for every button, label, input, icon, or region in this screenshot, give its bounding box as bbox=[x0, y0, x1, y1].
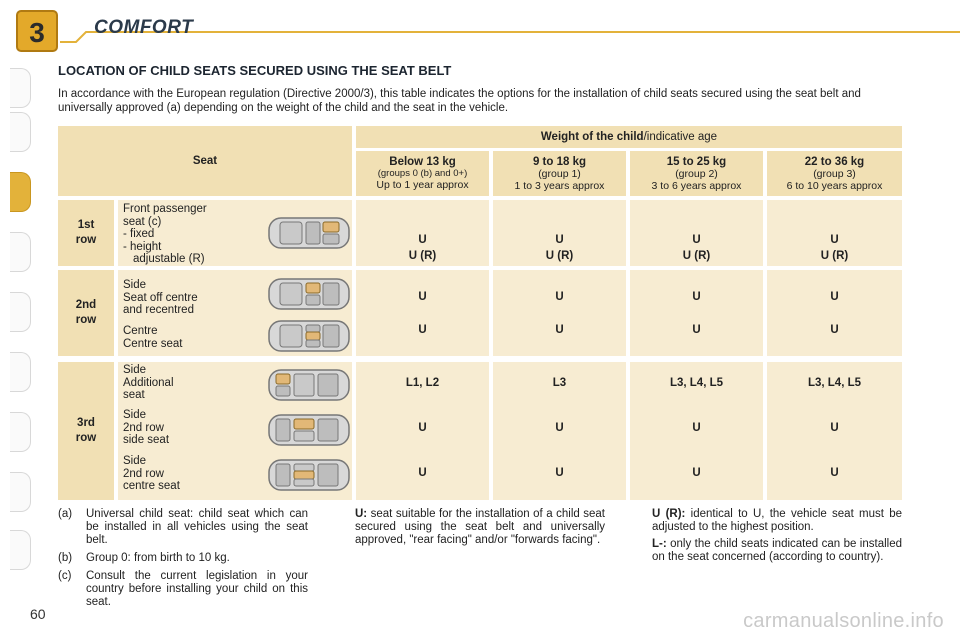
value-cell bbox=[630, 270, 763, 356]
value-cell bbox=[767, 362, 902, 500]
weight-header-rest: /indicative age bbox=[643, 131, 718, 143]
cell-value: L3 bbox=[552, 377, 567, 389]
cell-value: U bbox=[692, 467, 701, 479]
cell-value: U bbox=[555, 467, 564, 479]
page-number: 60 bbox=[30, 606, 46, 622]
footnote-u-r: U (R): identical to U, the vehicle seat … bbox=[652, 508, 903, 533]
footnotes-right: U (R): identical to U, the vehicle seat … bbox=[652, 508, 902, 568]
header-bar bbox=[60, 31, 960, 43]
cell-value: U U (R) bbox=[682, 234, 711, 262]
seat-header: Seat bbox=[58, 126, 352, 196]
weight-header: Weight of the child/indicative age bbox=[356, 126, 902, 148]
car-seat-diagram-icon bbox=[268, 369, 350, 401]
value-cell bbox=[767, 200, 902, 266]
value-cell bbox=[356, 200, 489, 266]
intro-text: In accordance with the European regulati… bbox=[58, 88, 861, 114]
car-seat-diagram-icon bbox=[268, 459, 350, 491]
chapter-tab-8[interactable] bbox=[10, 472, 31, 512]
cell-value: L1, L2 bbox=[405, 377, 440, 389]
cell-value: U bbox=[555, 291, 564, 303]
group-weight: 15 to 25 kg bbox=[666, 155, 727, 168]
seat-description: Side 2nd row side seat bbox=[123, 409, 170, 446]
cell-value: L3, L4, L5 bbox=[669, 377, 724, 389]
footnote-l: L-: only the child seats indicated can b… bbox=[652, 538, 902, 563]
cell-value: U bbox=[830, 422, 839, 434]
group-name: (group 1) bbox=[538, 167, 581, 180]
car-seat-diagram-icon bbox=[268, 278, 350, 310]
value-cell bbox=[630, 200, 763, 266]
cell-value: U bbox=[555, 324, 564, 336]
footnote-b: (b) Group 0: from birth to 10 kg. bbox=[58, 552, 230, 564]
footnote-c: (c) Consult the current legislation in yo… bbox=[58, 570, 308, 608]
group-age: 3 to 6 years approx bbox=[651, 179, 742, 192]
cell-value: U bbox=[692, 422, 701, 434]
group-weight: 9 to 18 kg bbox=[532, 155, 587, 168]
car-seat-diagram-icon bbox=[268, 414, 350, 446]
group-header-3: 22 to 36 kg (group 3) 6 to 10 years appr… bbox=[767, 151, 902, 196]
value-cell bbox=[356, 362, 489, 500]
car-seat-diagram-icon bbox=[268, 217, 350, 249]
group-name: (group 3) bbox=[813, 167, 856, 180]
chapter-tab-3[interactable] bbox=[10, 172, 31, 212]
seat-description: Side 2nd row centre seat bbox=[123, 455, 180, 492]
weight-header-bold: Weight of the child bbox=[540, 131, 644, 143]
cell-value: U bbox=[830, 291, 839, 303]
cell-value: U bbox=[692, 324, 701, 336]
group-header-0: Below 13 kg (groups 0 (b) and 0+) Up to … bbox=[356, 151, 489, 196]
chapter-tab-4[interactable] bbox=[10, 232, 31, 272]
value-cell bbox=[493, 200, 626, 266]
group-weight: 22 to 36 kg bbox=[804, 155, 865, 168]
cell-value: U bbox=[418, 467, 427, 479]
row-label-1st: 1st row bbox=[58, 200, 114, 266]
group-name: (groups 0 (b) and 0+) bbox=[377, 168, 468, 179]
group-age: Up to 1 year approx bbox=[376, 179, 469, 191]
value-cell bbox=[767, 270, 902, 356]
group-header-2: 15 to 25 kg (group 2) 3 to 6 years appro… bbox=[630, 151, 763, 196]
cell-value: U bbox=[418, 291, 427, 303]
footnote-u: U: seat suitable for the installation of… bbox=[355, 508, 605, 546]
chapter-number: 3 bbox=[29, 17, 45, 48]
cell-value: U bbox=[418, 422, 427, 434]
cell-value: U U (R) bbox=[820, 234, 849, 262]
value-cell bbox=[493, 362, 626, 500]
chapter-tab-7[interactable] bbox=[10, 412, 31, 452]
group-age: 1 to 3 years approx bbox=[514, 179, 605, 192]
seat-description: Front passenger seat (c) - fixed - heigh… bbox=[123, 203, 207, 265]
chapter-tabs bbox=[0, 60, 34, 590]
group-name: (group 2) bbox=[675, 167, 718, 180]
cell-value: U U (R) bbox=[545, 234, 574, 262]
cell-value: U bbox=[555, 422, 564, 434]
value-cell bbox=[356, 270, 489, 356]
value-cell bbox=[493, 270, 626, 356]
group-header-1: 9 to 18 kg (group 1) 1 to 3 years approx bbox=[493, 151, 626, 196]
seat-description: Side Additional seat bbox=[123, 364, 174, 401]
row-label-2nd: 2nd row bbox=[58, 270, 114, 356]
chapter-tab-6[interactable] bbox=[10, 352, 31, 392]
row-label-3rd: 3rd row bbox=[58, 362, 114, 500]
seat-header-label: Seat bbox=[192, 155, 218, 167]
chapter-tab-2[interactable] bbox=[10, 112, 31, 152]
cell-value: U bbox=[418, 324, 427, 336]
section-title: LOCATION OF CHILD SEATS SECURED USING TH… bbox=[58, 63, 452, 78]
seat-description: Side Seat off centre and recentred bbox=[123, 279, 198, 316]
cell-value: U U (R) bbox=[408, 234, 437, 262]
chapter-tab-1[interactable] bbox=[10, 68, 31, 108]
chapter-tab-9[interactable] bbox=[10, 530, 31, 570]
cell-value: L3, L4, L5 bbox=[807, 377, 862, 389]
cell-value: U bbox=[830, 467, 839, 479]
car-seat-diagram-icon bbox=[268, 320, 350, 352]
value-cell bbox=[630, 362, 763, 500]
group-age: 6 to 10 years approx bbox=[786, 179, 883, 192]
cell-value: U bbox=[692, 291, 701, 303]
group-weight: Below 13 kg bbox=[389, 156, 456, 168]
chapter-tab-5[interactable] bbox=[10, 292, 31, 332]
seat-description: Centre Centre seat bbox=[123, 325, 183, 350]
cell-value: U bbox=[830, 324, 839, 336]
chapter-title: COMFORT bbox=[94, 17, 194, 38]
chapter-badge: 3 bbox=[16, 10, 58, 52]
watermark: carmanualsonline.info bbox=[743, 610, 944, 632]
footnote-a: (a) Universal child seat: child seat whic… bbox=[58, 508, 308, 546]
footnotes-left: (a) Universal child seat: child seat whic… bbox=[58, 508, 308, 614]
